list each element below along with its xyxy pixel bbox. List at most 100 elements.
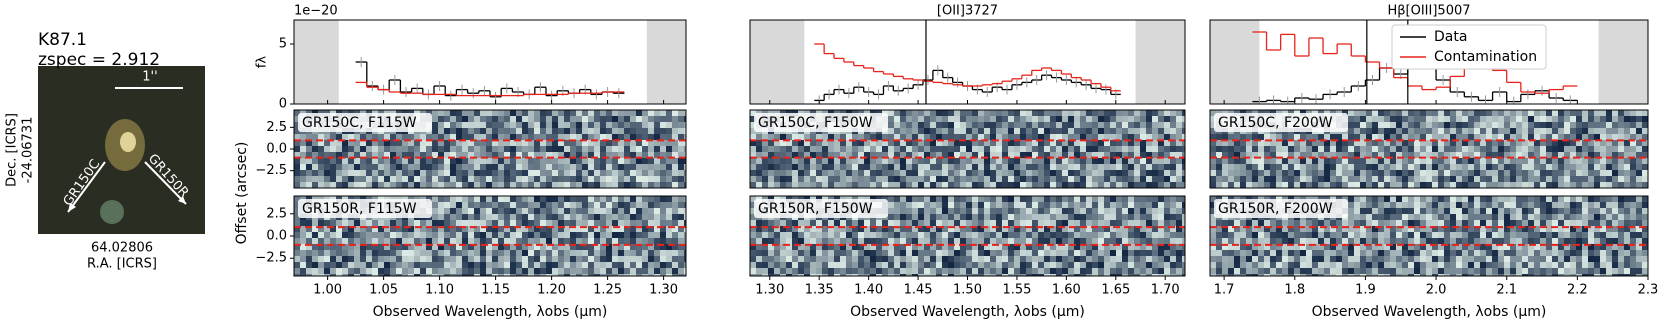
- pixel: [660, 134, 666, 140]
- pixel: [402, 176, 408, 182]
- pixel: [1588, 116, 1594, 122]
- pixel: [954, 220, 960, 226]
- pixel: [1176, 110, 1182, 116]
- pixel: [546, 164, 552, 170]
- pixel: [834, 232, 840, 238]
- pixel: [336, 262, 342, 268]
- pixel: [942, 208, 948, 214]
- pixel: [1170, 128, 1176, 134]
- pixel: [888, 146, 894, 152]
- y-tick-label: 2.5: [266, 206, 287, 221]
- pixel: [852, 220, 858, 226]
- pixel: [1152, 208, 1158, 214]
- pixel: [564, 196, 570, 202]
- pixel: [348, 220, 354, 226]
- pixel: [1074, 268, 1080, 274]
- pixel: [846, 134, 852, 140]
- pixel: [1402, 170, 1408, 176]
- pixel: [864, 250, 870, 256]
- pixel: [1020, 214, 1026, 220]
- pixel: [1116, 250, 1122, 256]
- pixel: [1092, 202, 1098, 208]
- pixel: [762, 170, 768, 176]
- pixel: [1116, 238, 1122, 244]
- pixel: [468, 256, 474, 262]
- pixel: [1462, 158, 1468, 164]
- pixel: [984, 196, 990, 202]
- pixel: [1110, 232, 1116, 238]
- pixel: [858, 146, 864, 152]
- pixel: [558, 122, 564, 128]
- pixel: [918, 250, 924, 256]
- pixel: [396, 232, 402, 238]
- pixel: [1582, 158, 1588, 164]
- pixel: [1564, 128, 1570, 134]
- pixel: [954, 176, 960, 182]
- pixel: [1294, 170, 1300, 176]
- pixel: [912, 176, 918, 182]
- pixel: [294, 256, 300, 262]
- pixel: [570, 122, 576, 128]
- pixel: [1396, 122, 1402, 128]
- pixel: [444, 110, 450, 116]
- pixel: [582, 202, 588, 208]
- pixel: [672, 220, 678, 226]
- pixel: [1354, 110, 1360, 116]
- pixel: [1462, 116, 1468, 122]
- pixel: [402, 232, 408, 238]
- pixel: [1092, 176, 1098, 182]
- pixel: [1546, 146, 1552, 152]
- pixel: [636, 202, 642, 208]
- pixel: [648, 250, 654, 256]
- pixel: [624, 256, 630, 262]
- pixel: [642, 116, 648, 122]
- pixel: [1122, 256, 1128, 262]
- pixel: [1116, 122, 1122, 128]
- pixel: [348, 256, 354, 262]
- pixel: [792, 232, 798, 238]
- pixel: [1128, 250, 1134, 256]
- pixel: [636, 182, 642, 188]
- pixel: [486, 250, 492, 256]
- pixel: [1420, 164, 1426, 170]
- pixel: [294, 134, 300, 140]
- pixel: [306, 134, 312, 140]
- pixel: [1026, 146, 1032, 152]
- pixel: [1474, 170, 1480, 176]
- pixel: [552, 196, 558, 202]
- pixel: [1462, 134, 1468, 140]
- pixel: [1152, 176, 1158, 182]
- pixel: [1234, 176, 1240, 182]
- pixel: [1324, 164, 1330, 170]
- pixel: [1360, 158, 1366, 164]
- pixel: [498, 146, 504, 152]
- pixel: [1032, 182, 1038, 188]
- pixel: [1062, 208, 1068, 214]
- pixel: [1552, 110, 1558, 116]
- pixel: [516, 182, 522, 188]
- pixel: [480, 268, 486, 274]
- pixel: [1080, 170, 1086, 176]
- pixel: [1480, 110, 1486, 116]
- pixel: [786, 158, 792, 164]
- pixel: [912, 238, 918, 244]
- pixel: [456, 202, 462, 208]
- pixel: [1116, 176, 1122, 182]
- pixel: [576, 232, 582, 238]
- pixel: [666, 208, 672, 214]
- pixel: [1080, 122, 1086, 128]
- pixel: [618, 128, 624, 134]
- pixel: [504, 164, 510, 170]
- pixel: [438, 164, 444, 170]
- pixel: [960, 170, 966, 176]
- pixel: [1606, 164, 1612, 170]
- pixel: [1002, 256, 1008, 262]
- pixel: [1546, 176, 1552, 182]
- pixel: [936, 256, 942, 262]
- pixel: [1546, 128, 1552, 134]
- pixel: [534, 122, 540, 128]
- pixel: [438, 158, 444, 164]
- pixel: [672, 134, 678, 140]
- pixel: [594, 250, 600, 256]
- pixel: [1606, 110, 1612, 116]
